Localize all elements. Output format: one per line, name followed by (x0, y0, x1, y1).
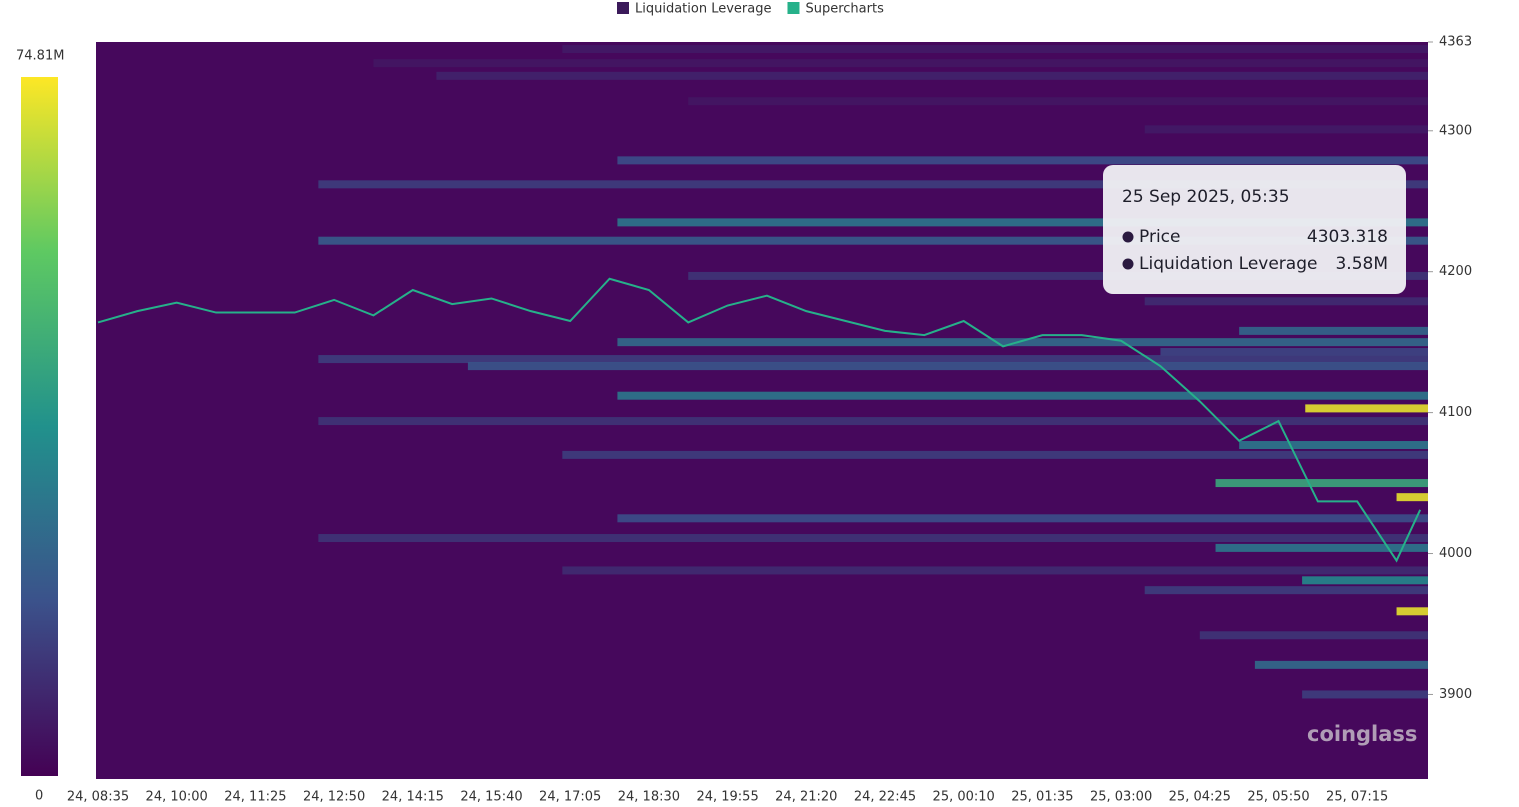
tooltip-box (1103, 165, 1406, 294)
colorbar (21, 77, 58, 776)
legend-label: Supercharts (805, 2, 884, 17)
heat-band (1144, 125, 1428, 134)
heat-band (1215, 543, 1428, 552)
x-tick-label: 25, 07:15 (1326, 790, 1388, 805)
x-tick-label: 25, 01:35 (1011, 790, 1073, 805)
heat-band (688, 97, 1428, 106)
y-tick-label: 4100 (1439, 405, 1472, 420)
heat-band (1396, 493, 1428, 502)
y-tick-label: 4200 (1439, 264, 1472, 279)
heat-band (467, 362, 1428, 371)
legend: Liquidation Leverage Supercharts (617, 2, 884, 17)
heat-band (562, 566, 1428, 575)
heat-band (1305, 404, 1428, 413)
x-tick-label: 24, 11:25 (224, 790, 286, 805)
x-tick-label: 25, 03:00 (1090, 790, 1152, 805)
tooltip: 25 Sep 2025, 05:35 Price 4303.318 Liquid… (1103, 165, 1406, 294)
heat-band (373, 59, 1429, 68)
x-tick-label: 24, 19:55 (696, 790, 758, 805)
heat-band (1302, 690, 1428, 699)
heat-band (617, 338, 1428, 347)
tooltip-label: Liquidation Leverage (1139, 254, 1317, 274)
x-tick-label: 24, 10:00 (146, 790, 208, 805)
heat-band (1144, 586, 1428, 595)
x-tick-label: 24, 15:40 (460, 790, 522, 805)
heat-band (1144, 297, 1428, 306)
heat-band (1199, 631, 1428, 640)
y-tick-label: 3900 (1439, 687, 1472, 702)
legend-label: Liquidation Leverage (635, 2, 771, 17)
heat-band (1215, 479, 1428, 488)
heat-band (617, 218, 1428, 227)
x-tick-label: 24, 18:30 (618, 790, 680, 805)
plot (97, 45, 1429, 699)
x-tick-label: 24, 22:45 (854, 790, 916, 805)
x-tick-label: 24, 21:20 (775, 790, 837, 805)
y-tick-label: 4363 (1439, 35, 1472, 50)
tooltip-dot (1122, 231, 1134, 243)
heat-band (318, 355, 1428, 364)
colorbar-max: 74.81M (16, 49, 64, 64)
y-tick-label: 4000 (1439, 546, 1472, 561)
x-tick-label: 24, 17:05 (539, 790, 601, 805)
heat-band (1254, 660, 1428, 669)
heat-band (436, 71, 1428, 80)
heat-band (318, 417, 1428, 426)
x-tick-label: 24, 08:35 (67, 790, 129, 805)
legend-swatch (787, 2, 800, 14)
x-tick-label: 25, 05:50 (1247, 790, 1309, 805)
x-tick-label: 24, 12:50 (303, 790, 365, 805)
heat-band (318, 534, 1428, 543)
heat-band (1302, 576, 1428, 585)
heat-band (1239, 326, 1428, 335)
legend-swatch (617, 2, 629, 14)
heat-band (562, 45, 1428, 54)
tooltip-value: 3.58M (1335, 254, 1388, 274)
heat-band (617, 391, 1428, 400)
heat-band (1239, 441, 1428, 450)
heat-band (617, 156, 1428, 165)
heat-band (318, 180, 1428, 189)
x-tick-label: 25, 00:10 (933, 790, 995, 805)
heat-band (617, 514, 1428, 523)
heat-band (688, 271, 1428, 280)
heat-band (562, 450, 1428, 459)
tooltip-title: 25 Sep 2025, 05:35 (1122, 187, 1290, 207)
x-tick-label: 25, 04:25 (1169, 790, 1231, 805)
price-line (97, 277, 1422, 563)
heat-band (318, 236, 1428, 245)
heat-band (1396, 607, 1428, 616)
tooltip-dot (1122, 258, 1134, 270)
watermark: coinglass (1307, 722, 1417, 746)
x-tick-label: 24, 14:15 (382, 790, 444, 805)
tooltip-value: 4303.318 (1307, 227, 1388, 247)
y-tick-label: 4300 (1439, 123, 1472, 138)
colorbar-min: 0 (35, 789, 43, 804)
heat-band (1160, 348, 1428, 357)
tooltip-label: Price (1139, 227, 1180, 247)
plot-area (96, 42, 1428, 779)
